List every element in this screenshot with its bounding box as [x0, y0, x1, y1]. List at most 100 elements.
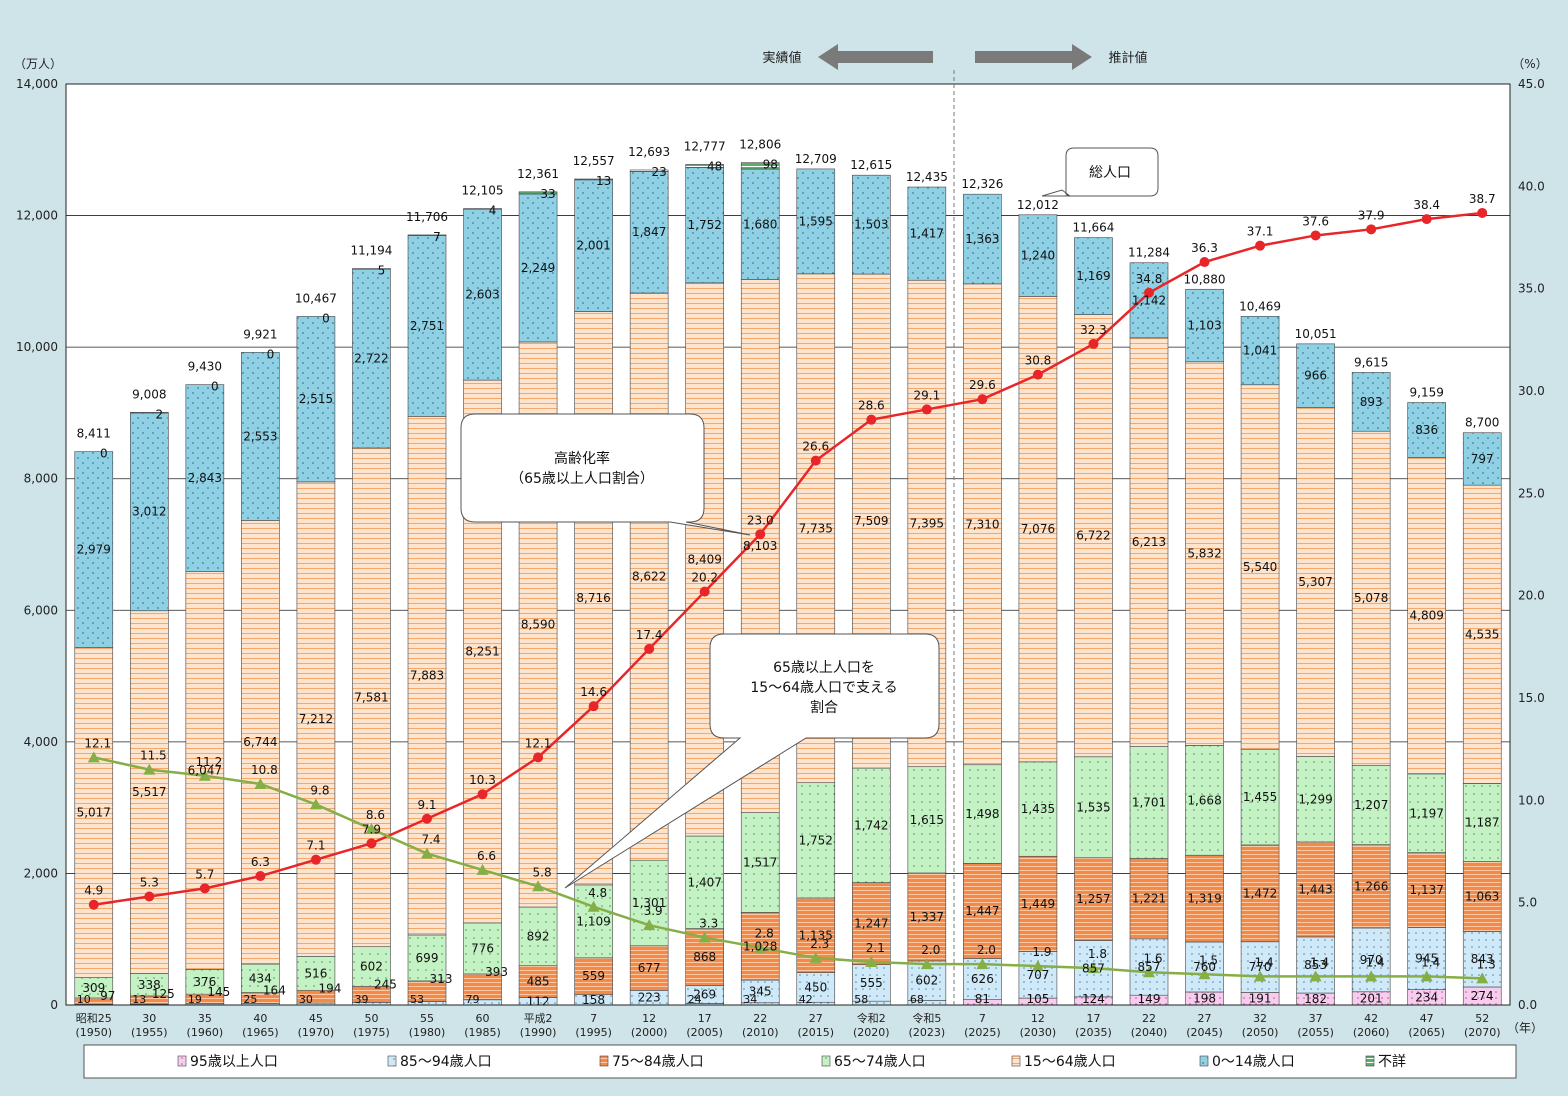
right-tick-label: 35.0: [1518, 282, 1545, 296]
bar-segment-age15_64: [1018, 296, 1058, 763]
segment-value-label: 6,744: [243, 735, 277, 749]
segment-value-label: 1,847: [632, 225, 666, 239]
aging-rate-label: 36.3: [1191, 241, 1218, 255]
aging-callout-line2: （65歳以上人口割合）: [510, 470, 654, 487]
segment-value-label: 1,028: [743, 939, 777, 953]
x-tick-year: (2055): [1297, 1026, 1334, 1039]
support-ratio-point: [1087, 962, 1100, 974]
support-ratio-label: 2.0: [921, 943, 940, 957]
legend-box: [83, 1044, 1517, 1079]
segment-value-label: 677: [638, 961, 661, 975]
bar-segment-age0_14: [796, 168, 836, 275]
segment-value-label: 1,742: [854, 818, 888, 832]
left-tick-label: 4,000: [24, 735, 58, 749]
total-label: 9,159: [1410, 386, 1444, 400]
aging-rate-label: 5.3: [140, 876, 159, 890]
segment-value-label: 149: [1138, 992, 1161, 1006]
aging-rate-point: [810, 455, 821, 466]
total-label: 12,105: [462, 184, 504, 198]
bar-segment-age75_84: [629, 945, 669, 991]
bar-segment-age65_74: [407, 934, 447, 982]
x-tick-era: 47: [1420, 1012, 1434, 1025]
bar-segment-age0_14: [1129, 262, 1169, 339]
support-ratio-point: [143, 763, 156, 775]
aging-rate-callout: 高齢化率 （65歳以上人口割合）: [460, 413, 751, 536]
segment-value-label: 966: [1304, 369, 1327, 383]
aging-rate-label: 9.1: [417, 798, 436, 812]
segment-value-label: 626: [971, 972, 994, 986]
bar-segment-age0_14: [241, 352, 280, 521]
segment-value-label: 1,240: [1021, 249, 1055, 263]
right-tick-label: 30.0: [1518, 384, 1545, 398]
segment-value-label: 191: [1249, 992, 1272, 1006]
segment-value-label: 2,249: [521, 261, 555, 275]
segment-value-label: 1,319: [1187, 892, 1221, 906]
segment-value-label: 892: [527, 929, 550, 943]
segment-value-label: 8,622: [632, 570, 666, 584]
left-tick-label: 10,000: [16, 340, 58, 354]
aging-rate-point: [199, 883, 210, 894]
total-label: 12,326: [961, 177, 1003, 191]
segment-value-label: 1,455: [1243, 790, 1277, 804]
x-tick-era: 12: [642, 1012, 656, 1025]
bar-segment-age0_14: [1407, 402, 1446, 458]
x-tick-year: (1950): [75, 1026, 112, 1039]
segment-value-label: 1,041: [1243, 344, 1277, 358]
bar-segment-age75_84: [518, 965, 558, 998]
x-tick-era: 27: [809, 1012, 823, 1025]
segment-value-label: 8,251: [465, 645, 499, 659]
segment-value-label: 516: [304, 966, 327, 980]
aging-rate-label: 4.9: [84, 884, 103, 898]
support-ratio-label: 1.6: [1143, 951, 1162, 965]
support-ratio-point: [309, 798, 322, 810]
bar-segment-age75_84: [1074, 857, 1113, 941]
segment-value-label: 1,535: [1076, 800, 1110, 814]
segment-value-label: 5,017: [77, 806, 111, 820]
x-tick-year: (1995): [575, 1026, 612, 1039]
segment-value-label: 7,212: [299, 712, 333, 726]
bar-segment-unknown: [352, 268, 391, 270]
aging-rate-label: 29.6: [969, 378, 996, 392]
segment-value-label: 125: [152, 987, 175, 1001]
right-axis-unit: （%）: [1512, 57, 1547, 71]
segment-value-label: 970: [1360, 953, 1383, 967]
segment-value-label: 376: [193, 975, 216, 989]
aging-rate-label: 12.1: [525, 736, 552, 750]
aging-rate-point: [977, 394, 988, 405]
aging-callout-line1: 高齢化率: [554, 450, 610, 467]
bar-segment-age65_74: [963, 764, 1002, 864]
support-ratio-label: 3.3: [699, 916, 718, 930]
aging-rate-label: 20.2: [691, 571, 718, 585]
support-ratio-point: [365, 822, 378, 834]
segment-value-label: 0: [211, 380, 219, 394]
aging-rate-point: [1199, 257, 1210, 268]
segment-value-label: 6,722: [1076, 529, 1110, 543]
aging-rate-label: 5.7: [195, 867, 214, 881]
aging-rate-label: 38.4: [1413, 198, 1440, 212]
segment-value-label: 836: [1415, 423, 1438, 437]
segment-value-label: 112: [527, 994, 550, 1008]
bar-segment-age75_84: [463, 973, 502, 1001]
support-ratio-point: [1420, 970, 1433, 982]
total-label: 12,693: [628, 145, 670, 159]
aging-rate-point: [310, 854, 321, 865]
x-tick-era: 令和5: [912, 1011, 941, 1025]
x-tick-year: (1980): [409, 1026, 446, 1039]
support-ratio-label: 11.5: [140, 749, 167, 763]
bottom-value-label: 24: [688, 993, 702, 1006]
support-ratio-label: 7.4: [421, 833, 440, 847]
aging-rate-point: [88, 899, 99, 910]
aging-rate-label: 29.1: [913, 388, 940, 402]
segment-value-label: 269: [693, 988, 716, 1002]
bar-segment-age0_14: [130, 412, 169, 612]
total-label: 9,921: [243, 327, 277, 341]
segment-value-label: 105: [1026, 992, 1049, 1006]
aging-rate-point: [1310, 230, 1321, 241]
total-population-callout: 総人口: [1041, 147, 1159, 197]
x-tick-year: (1975): [353, 1026, 390, 1039]
x-tick-year: (2000): [631, 1026, 668, 1039]
segment-value-label: 338: [138, 978, 161, 992]
bar-segment-age0_14: [963, 193, 1002, 285]
segment-value-label: 853: [1304, 958, 1327, 972]
x-tick-era: 42: [1364, 1012, 1378, 1025]
